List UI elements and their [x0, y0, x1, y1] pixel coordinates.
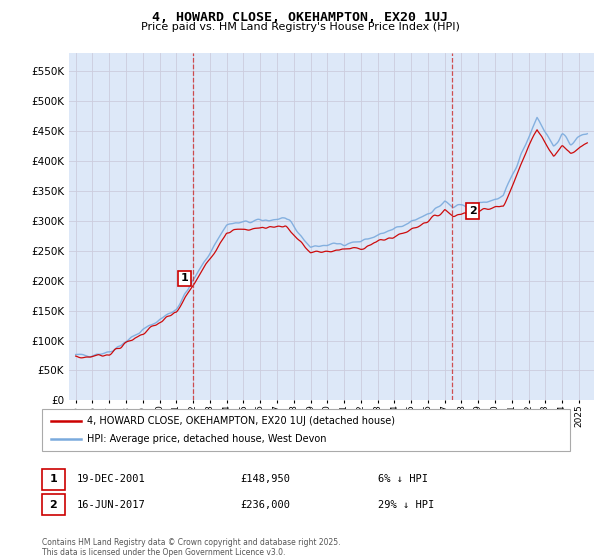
Text: 6% ↓ HPI: 6% ↓ HPI: [378, 474, 428, 484]
Text: 29% ↓ HPI: 29% ↓ HPI: [378, 500, 434, 510]
Text: Contains HM Land Registry data © Crown copyright and database right 2025.
This d: Contains HM Land Registry data © Crown c…: [42, 538, 341, 557]
Text: 1: 1: [50, 474, 57, 484]
Text: 1: 1: [181, 273, 188, 283]
Text: HPI: Average price, detached house, West Devon: HPI: Average price, detached house, West…: [87, 434, 326, 444]
Text: 2: 2: [50, 500, 57, 510]
Text: Price paid vs. HM Land Registry's House Price Index (HPI): Price paid vs. HM Land Registry's House …: [140, 22, 460, 32]
Text: 19-DEC-2001: 19-DEC-2001: [77, 474, 146, 484]
Text: £236,000: £236,000: [240, 500, 290, 510]
Text: £148,950: £148,950: [240, 474, 290, 484]
Text: 2: 2: [469, 206, 476, 216]
Text: 4, HOWARD CLOSE, OKEHAMPTON, EX20 1UJ: 4, HOWARD CLOSE, OKEHAMPTON, EX20 1UJ: [152, 11, 448, 24]
Text: 4, HOWARD CLOSE, OKEHAMPTON, EX20 1UJ (detached house): 4, HOWARD CLOSE, OKEHAMPTON, EX20 1UJ (d…: [87, 416, 395, 426]
Text: 16-JUN-2017: 16-JUN-2017: [77, 500, 146, 510]
